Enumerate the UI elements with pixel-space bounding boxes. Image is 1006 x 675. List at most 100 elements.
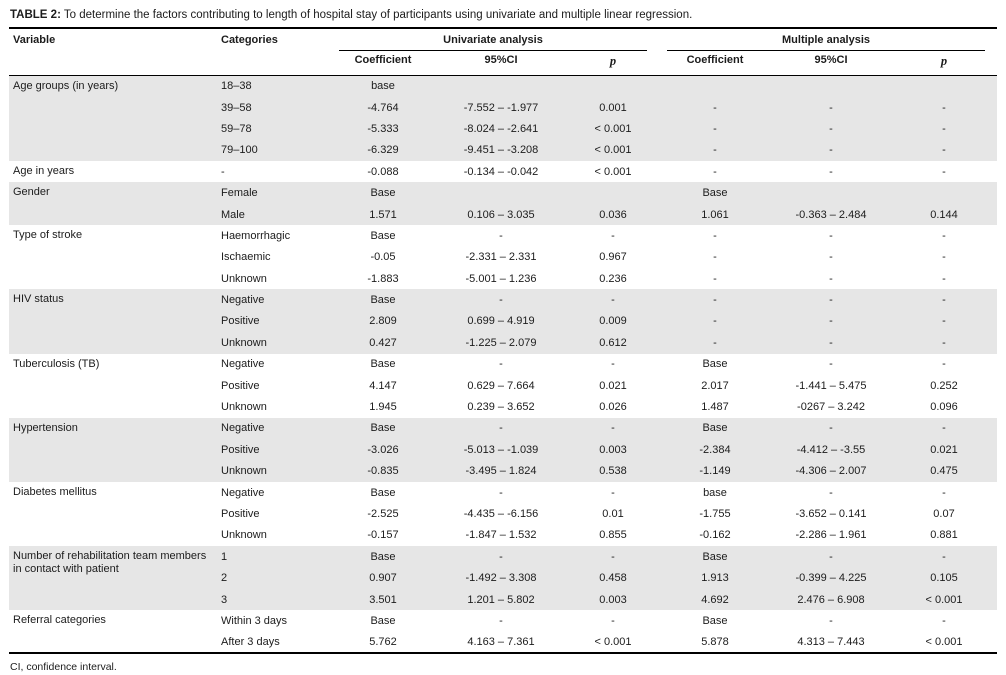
- variable-cell: Tuberculosis (TB): [13, 357, 100, 370]
- univariate-coefficient-cell: Base: [370, 358, 396, 371]
- category-cell: Unknown: [221, 336, 267, 349]
- multiple-coefficient-cell: -: [713, 229, 717, 242]
- univariate-coefficient-cell: 4.147: [369, 379, 397, 392]
- table-row: Hypertension Negative Base - - Base - -: [9, 417, 998, 440]
- univariate-p-cell: < 0.001: [594, 144, 632, 157]
- column-header-univariate-p: p: [567, 51, 659, 76]
- category-cell: 1: [221, 550, 228, 563]
- multiple-p-cell: -: [942, 614, 946, 627]
- univariate-p-cell: -: [611, 614, 615, 627]
- multiple-p-cell: -: [942, 336, 946, 349]
- univariate-coefficient-cell: 0.427: [369, 336, 397, 349]
- multiple-p-cell: -: [942, 229, 946, 242]
- univariate-coefficient-cell: -3.026: [367, 443, 399, 456]
- multiple-p-cell: 0.144: [930, 208, 958, 221]
- variable-cell: Type of stroke: [13, 229, 83, 242]
- univariate-ci-cell: -1.492 – 3.308: [465, 572, 537, 585]
- table-row: Unknown -0.157 -1.847 – 1.532 0.855 -0.162 -2…: [9, 525, 997, 546]
- multiple-coefficient-cell: base: [703, 486, 727, 499]
- multiple-ci-cell: -4.306 – 2.007: [795, 465, 867, 478]
- table-row: Number of rehabilitation team members in…: [9, 546, 998, 575]
- univariate-p-cell: 0.009: [599, 315, 627, 328]
- category-cell: Positive: [221, 315, 260, 328]
- univariate-p-cell: 0.026: [599, 401, 627, 414]
- table-row: HIV status Negative Base - - - - -: [9, 289, 998, 311]
- univariate-ci-cell: -9.451 – -3.208: [463, 144, 539, 157]
- category-cell: Unknown: [221, 272, 267, 285]
- univariate-coefficient-cell: Base: [370, 229, 396, 242]
- univariate-coefficient-cell: -0.05: [370, 251, 396, 264]
- variable-cell: HIV status: [13, 293, 64, 306]
- group-header-univariate: Univariate analysis: [331, 29, 659, 51]
- univariate-coefficient-cell: base: [371, 80, 395, 93]
- univariate-ci-cell: -: [499, 358, 503, 371]
- multiple-ci-cell: -0.399 – 4.225: [795, 572, 867, 585]
- multiple-ci-cell: -: [829, 272, 833, 285]
- multiple-ci-cell: -0.363 – 2.484: [795, 208, 867, 221]
- multiple-ci-cell: -: [829, 251, 833, 264]
- table-row: 79–100 -6.329 -9.451 – -3.208 < 0.001 - - -: [9, 139, 998, 162]
- multiple-ci-cell: -1.441 – 5.475: [795, 379, 867, 392]
- multiple-p-cell: -: [942, 272, 946, 285]
- univariate-ci-cell: -: [499, 229, 503, 242]
- univariate-coefficient-cell: Base: [370, 614, 396, 627]
- multiple-coefficient-cell: Base: [702, 614, 728, 627]
- multiple-p-cell: -: [942, 358, 946, 371]
- univariate-p-cell: < 0.001: [594, 635, 632, 648]
- multiple-coefficient-cell: 5.878: [701, 635, 729, 648]
- univariate-coefficient-cell: -0.835: [367, 465, 399, 478]
- column-header-multiple-ci: 95%CI: [771, 51, 891, 76]
- univariate-coefficient-cell: -0.157: [367, 529, 399, 542]
- univariate-ci-cell: -1.847 – 1.532: [465, 529, 537, 542]
- column-header-variable: Variable: [9, 29, 217, 76]
- univariate-ci-cell: -0.134 – -0.042: [463, 165, 539, 178]
- multiple-p-cell: -: [942, 486, 946, 499]
- univariate-p-cell: < 0.001: [594, 165, 632, 178]
- table-row: Type of stroke Haemorrhagic Base - - - - -: [9, 225, 997, 246]
- multiple-ci-cell: -: [829, 294, 833, 307]
- table-row: Unknown -0.835 -3.495 – 1.824 0.538 -1.149 -4…: [9, 460, 998, 482]
- multiple-ci-cell: -: [829, 422, 833, 435]
- univariate-p-cell: 0.001: [599, 101, 627, 114]
- univariate-p-cell: 0.036: [599, 208, 627, 221]
- univariate-ci-cell: [435, 182, 567, 203]
- multiple-ci-cell: [771, 182, 891, 203]
- univariate-coefficient-cell: Base: [370, 550, 396, 563]
- multiple-p-cell: -: [942, 122, 946, 135]
- univariate-ci-cell: -2.331 – 2.331: [465, 251, 537, 264]
- univariate-coefficient-cell: Base: [370, 187, 396, 200]
- multiple-p-cell: 0.021: [930, 443, 958, 456]
- univariate-ci-cell: -: [499, 614, 503, 627]
- univariate-p-cell: 0.021: [599, 379, 627, 392]
- table-row: Positive 4.147 0.629 – 7.664 0.021 2.017 -1.4…: [9, 375, 997, 396]
- univariate-ci-cell: 0.106 – 3.035: [467, 208, 535, 221]
- univariate-p-cell: -: [611, 550, 615, 563]
- univariate-ci-cell: [435, 76, 567, 97]
- group-header-multiple-label: Multiple analysis: [667, 34, 986, 51]
- multiple-coefficient-cell: Base: [702, 422, 728, 435]
- variable-cell: Age in years: [13, 165, 75, 178]
- table-row: Tuberculosis (TB) Negative Base - - Base - -: [9, 354, 997, 375]
- univariate-coefficient-cell: 5.762: [369, 635, 397, 648]
- table-row: Age groups (in years) 18–38 base: [9, 75, 998, 97]
- category-cell: 18–38: [221, 80, 252, 93]
- multiple-ci-cell: -: [829, 315, 833, 328]
- category-cell: 39–58: [221, 101, 252, 114]
- univariate-ci-cell: -7.552 – -1.977: [463, 101, 539, 114]
- multiple-coefficient-cell: -: [713, 315, 717, 328]
- variable-cell: Gender: [13, 186, 50, 199]
- univariate-ci-cell: 0.239 – 3.652: [467, 401, 535, 414]
- univariate-ci-cell: -5.001 – 1.236: [465, 272, 537, 285]
- univariate-p-cell: -: [611, 294, 615, 307]
- category-cell: Unknown: [221, 401, 267, 414]
- category-cell: Positive: [221, 508, 260, 520]
- univariate-p-cell: [567, 182, 659, 203]
- multiple-coefficient-cell: 1.487: [701, 401, 729, 414]
- univariate-coefficient-cell: Base: [370, 486, 396, 499]
- univariate-ci-cell: 0.699 – 4.919: [467, 315, 535, 328]
- univariate-ci-cell: -5.013 – -1.039: [463, 443, 539, 456]
- multiple-p-cell: 0.07: [933, 508, 955, 520]
- univariate-ci-cell: -1.225 – 2.079: [465, 336, 537, 349]
- multiple-coefficient-cell: 1.061: [701, 208, 729, 221]
- regression-table: Variable Categories Univariate analysis …: [9, 29, 998, 655]
